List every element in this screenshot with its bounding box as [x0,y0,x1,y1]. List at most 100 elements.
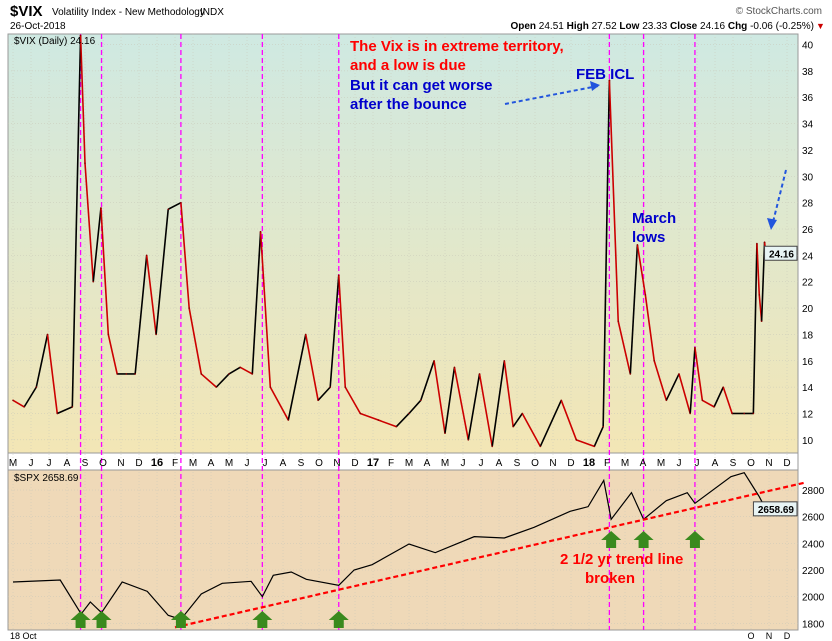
vix-point [539,445,542,448]
y-tick-label: 18 [802,330,814,341]
vix-segment [378,419,397,428]
up-arrow-icon [91,611,112,628]
vix-point [678,373,680,375]
vix-point [694,346,696,349]
annotation-march: lows [632,229,665,246]
last-value-badge [752,501,798,517]
vix-segment [251,231,262,374]
vix-point [12,399,14,402]
vix-point [84,162,86,164]
x-tick-label: N [765,458,772,469]
x-tick-label: N [333,458,340,469]
index-name: Volatility Index - New Methodology [52,7,205,18]
vix-segment [35,334,49,388]
vix-segment [713,386,724,408]
vix-point [359,412,362,415]
vix-segment [84,163,95,282]
y-tick-label: 14 [802,383,814,394]
vix-segment [694,347,704,401]
vix-point [453,366,456,369]
vix-panel [7,33,799,454]
x-tick-label: M [189,458,197,469]
vix-segment [521,413,542,447]
vix-point [653,359,656,362]
vix-segment [145,255,157,335]
x-tick-label-bottom: N [766,631,773,641]
annotation-march: March [632,210,676,227]
vix-segment [12,399,25,408]
vix-point [512,425,514,428]
x-tick-label: A [640,458,647,469]
down-arrow-icon: ▼ [816,21,825,31]
vix-segment [701,399,715,408]
y-tick-label: 2200 [802,566,825,577]
vix-point [433,359,435,362]
vix-segment [269,386,290,421]
trend-line [174,481,805,629]
y-tick-label: 22 [802,278,814,289]
vix-segment [188,307,203,375]
up-arrow-icon [252,611,273,628]
vix-segment [46,334,59,414]
vix-point [395,425,398,428]
vix-segment [752,243,758,414]
vix-point [503,359,506,362]
vix-segment [503,360,514,427]
vix-segment [167,201,182,210]
y-tick-label: 32 [802,146,814,157]
vix-segment [539,399,562,447]
vix-point [125,373,128,375]
vix-point [575,439,578,441]
vix-point [71,406,74,408]
vix-segment [444,367,456,434]
ohlc-line: Open 24.51 High 27.52 Low 23.33 Close 24… [510,21,814,32]
x-tick-label: J [47,458,52,469]
vix-segment [395,412,410,428]
vix-segment [689,347,696,414]
vix-point [752,412,755,415]
vix-segment [344,386,362,414]
vix-segment [92,207,102,282]
arrowhead-icon [767,218,777,230]
y-tick-label: 40 [802,41,814,52]
y-tick-label: 30 [802,172,814,183]
vix-point [344,386,347,388]
vix-point [743,412,746,415]
vix-point [478,373,481,375]
vix-segment [200,373,217,388]
annotation-trend: broken [585,570,635,587]
spx-legend: $SPX 2658.69 [14,473,79,484]
vix-point [758,294,761,296]
x-tick-label: M [225,458,233,469]
vix-legend: $VIX (Daily) 24.16 [14,36,96,47]
vix-point [317,399,319,402]
vix-segment [79,35,86,164]
y-tick-label: 34 [802,120,814,131]
annotation: But it can get worse [350,77,493,94]
vix-segment [337,275,347,388]
vix-point [215,386,218,388]
y-tick-label: 1800 [802,619,825,630]
vix-point [304,333,307,336]
vix-point [763,241,766,243]
vix-point [107,333,110,336]
vix-point [337,274,340,276]
vix-segment [467,373,481,440]
y-tick-label: 26 [802,225,814,236]
up-arrow-icon [601,531,622,548]
y-tick-label: 36 [802,93,814,104]
x-tick-label: D [783,458,790,469]
x-tick-label: A [496,458,503,469]
vix-segment [100,207,110,335]
x-tick-label: J [695,458,700,469]
vix-segment [420,360,435,401]
x-tick-label: 16 [151,457,163,469]
last-value-label: 24.16 [769,249,794,260]
vix-segment [636,244,647,296]
vix-segment [56,406,73,415]
vix-segment [23,386,37,408]
vix-point [329,386,332,388]
vix-point [756,242,758,245]
vix-segment [644,294,656,361]
last-value-badge [764,245,798,261]
